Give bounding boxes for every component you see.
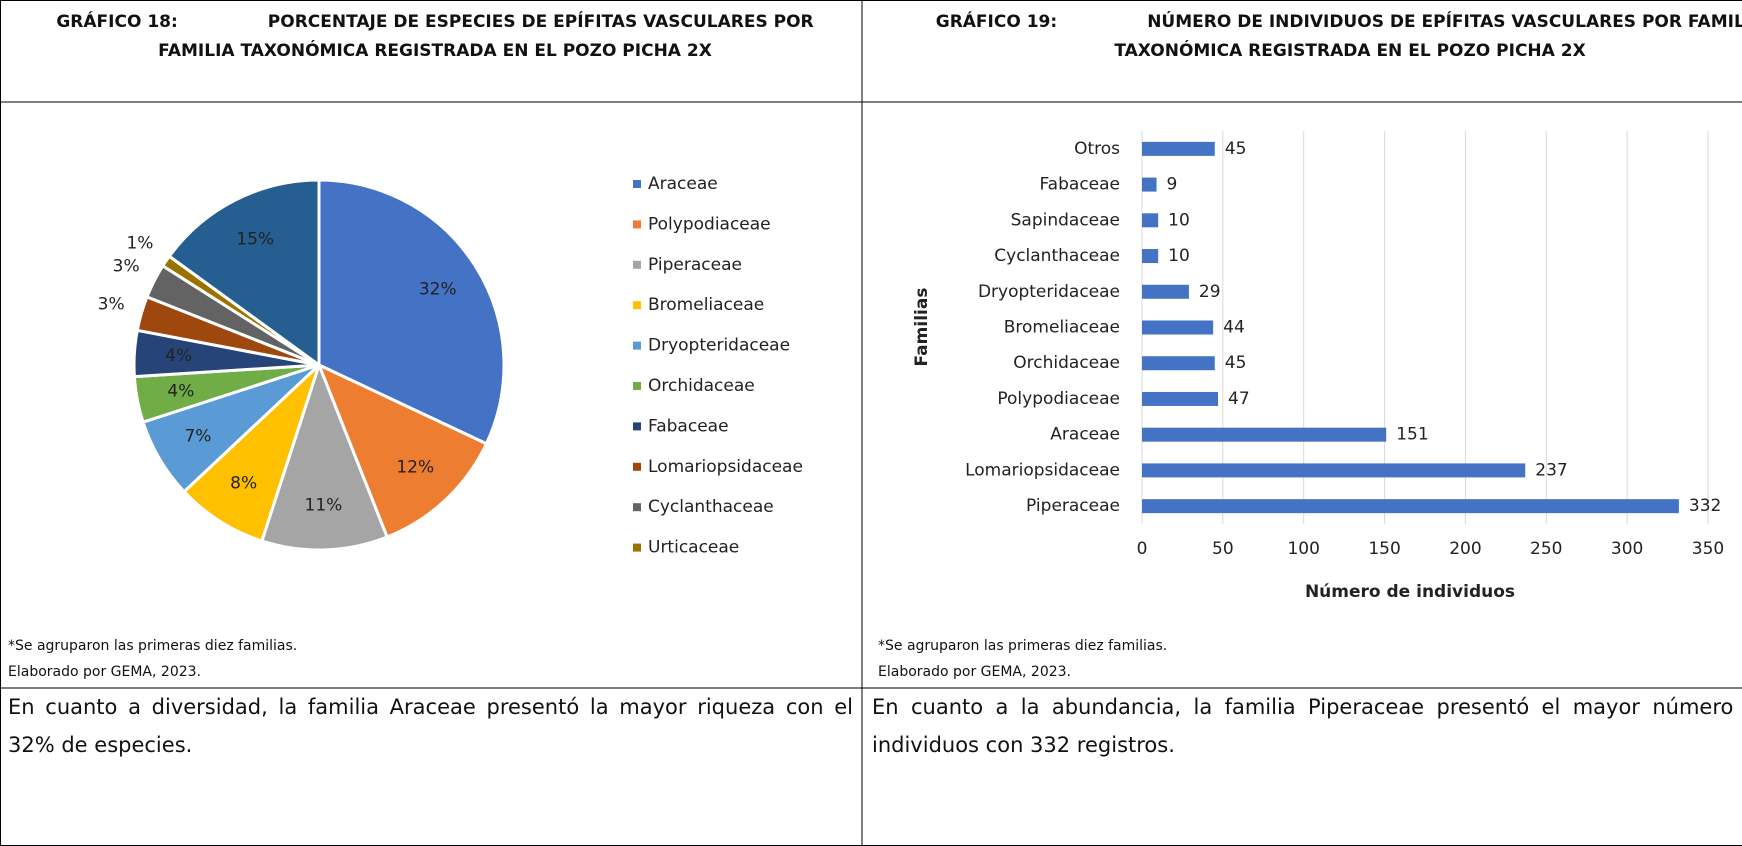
data-label: 32% <box>419 280 457 300</box>
legend-label: Piperaceae <box>648 255 742 275</box>
x-tick-label: 250 <box>1530 539 1562 559</box>
bar <box>1142 141 1215 156</box>
legend-label: Cyclanthaceae <box>648 497 774 517</box>
y-tick-label: Sapindaceae <box>1011 210 1120 230</box>
caption: En cuanto a diversidad, la familia Arace… <box>8 695 853 757</box>
bar <box>1142 213 1159 228</box>
x-tick-label: 150 <box>1368 539 1400 559</box>
y-tick-label: Fabaceae <box>1039 175 1120 195</box>
x-tick-label: 350 <box>1692 539 1724 559</box>
legend-swatch <box>633 220 641 229</box>
pie-slice <box>317 178 506 446</box>
bar <box>1142 249 1159 264</box>
legend-label: Orchidaceae <box>648 376 755 396</box>
header: GRÁFICO 19: NÚMERO DE INDIVIDUOS DE EPÍFI… <box>900 8 1742 98</box>
data-label: 44 <box>1223 318 1245 338</box>
legend-label: Urticaceae <box>648 538 739 558</box>
legend-label: Fabaceae <box>648 416 729 436</box>
legend-label: Polypodiaceae <box>648 214 771 234</box>
y-tick-label: Dryopteridaceae <box>978 282 1120 302</box>
data-label: 47 <box>1228 389 1250 409</box>
data-label: 4% <box>165 346 192 366</box>
y-axis-title: Familias <box>912 288 932 367</box>
y-tick-label: Polypodiaceae <box>997 389 1120 409</box>
legend-label: Lomariopsidaceae <box>648 457 803 477</box>
y-tick-label: Cyclanthaceae <box>994 246 1120 266</box>
pie-slice <box>182 363 321 543</box>
bar <box>1142 391 1219 406</box>
data-label: 7% <box>184 427 211 447</box>
legend-swatch <box>633 341 641 350</box>
note: Elaborado por GEMA, 2023. <box>8 664 201 680</box>
data-label: 45 <box>1225 139 1247 159</box>
y-tick-label: Bromeliaceae <box>1004 318 1120 338</box>
data-label: 12% <box>396 457 434 477</box>
legend-swatch <box>633 382 641 390</box>
caption: En cuanto a la abundancia, la familia Pi… <box>872 695 1742 757</box>
data-label: 1% <box>126 233 153 253</box>
x-tick-label: 300 <box>1611 539 1643 559</box>
data-label: 332 <box>1689 496 1721 516</box>
x-tick-label: 100 <box>1287 539 1319 559</box>
y-tick-label: Lomariopsidaceae <box>965 460 1120 480</box>
x-tick-label: 0 <box>1137 539 1148 559</box>
bar <box>1142 499 1679 514</box>
legend-swatch <box>633 503 641 512</box>
data-label: 4% <box>167 381 194 401</box>
data-label: 10 <box>1168 210 1190 230</box>
pie-slice <box>259 360 390 552</box>
bar <box>1142 427 1387 442</box>
pie-slice <box>167 178 321 368</box>
data-label: 3% <box>113 257 140 277</box>
pie-slice <box>316 362 489 539</box>
y-tick-label: Otros <box>1074 139 1120 159</box>
legend-label: Araceae <box>648 174 718 194</box>
data-label: 8% <box>230 474 257 494</box>
legend-swatch <box>633 543 641 552</box>
note: Elaborado por GEMA, 2023. <box>878 664 1071 680</box>
y-tick-label: Orchidaceae <box>1013 353 1120 373</box>
legend-label: Dryopteridaceae <box>648 336 790 356</box>
x-tick-label: 50 <box>1212 539 1234 559</box>
y-tick-label: Araceae <box>1050 425 1120 445</box>
y-tick-label: Piperaceae <box>1026 496 1120 516</box>
bar <box>1142 284 1189 299</box>
data-label: 3% <box>98 295 125 315</box>
data-label: 237 <box>1535 460 1567 480</box>
legend-swatch <box>633 422 641 431</box>
bar <box>1142 463 1526 478</box>
figure-label: GRÁFICO 18: <box>56 12 178 32</box>
legend-label: Bromeliaceae <box>648 295 764 315</box>
bar <box>1142 320 1214 335</box>
x-axis-title: Número de individuos <box>1305 582 1515 602</box>
x-tick-label: 200 <box>1449 539 1481 559</box>
data-label: 45 <box>1225 353 1247 373</box>
chart-title: NÚMERO DE INDIVIDUOS DE EPÍFITAS VASCULA… <box>1114 12 1742 61</box>
data-label: 10 <box>1168 246 1190 266</box>
note: *Se agruparon las primeras diez familias… <box>878 638 1168 654</box>
data-label: 29 <box>1199 282 1221 302</box>
header: GRÁFICO 18: PORCENTAJE DE ESPECIES DE EPÍ… <box>40 8 830 98</box>
data-label: 151 <box>1396 425 1428 445</box>
chart-title: PORCENTAJE DE ESPECIES DE EPÍFITAS VASCU… <box>158 12 814 61</box>
figure-label: GRÁFICO 19: <box>935 12 1058 32</box>
bar <box>1142 177 1157 192</box>
data-label: 11% <box>305 496 343 516</box>
legend-swatch <box>633 260 641 269</box>
data-label: 9 <box>1167 175 1178 195</box>
note: *Se agruparon las primeras diez familias… <box>8 638 298 654</box>
legend-swatch <box>633 301 641 310</box>
data-label: 15% <box>236 230 274 250</box>
bar <box>1142 356 1215 371</box>
legend-swatch <box>633 462 641 471</box>
legend-swatch <box>633 180 641 188</box>
